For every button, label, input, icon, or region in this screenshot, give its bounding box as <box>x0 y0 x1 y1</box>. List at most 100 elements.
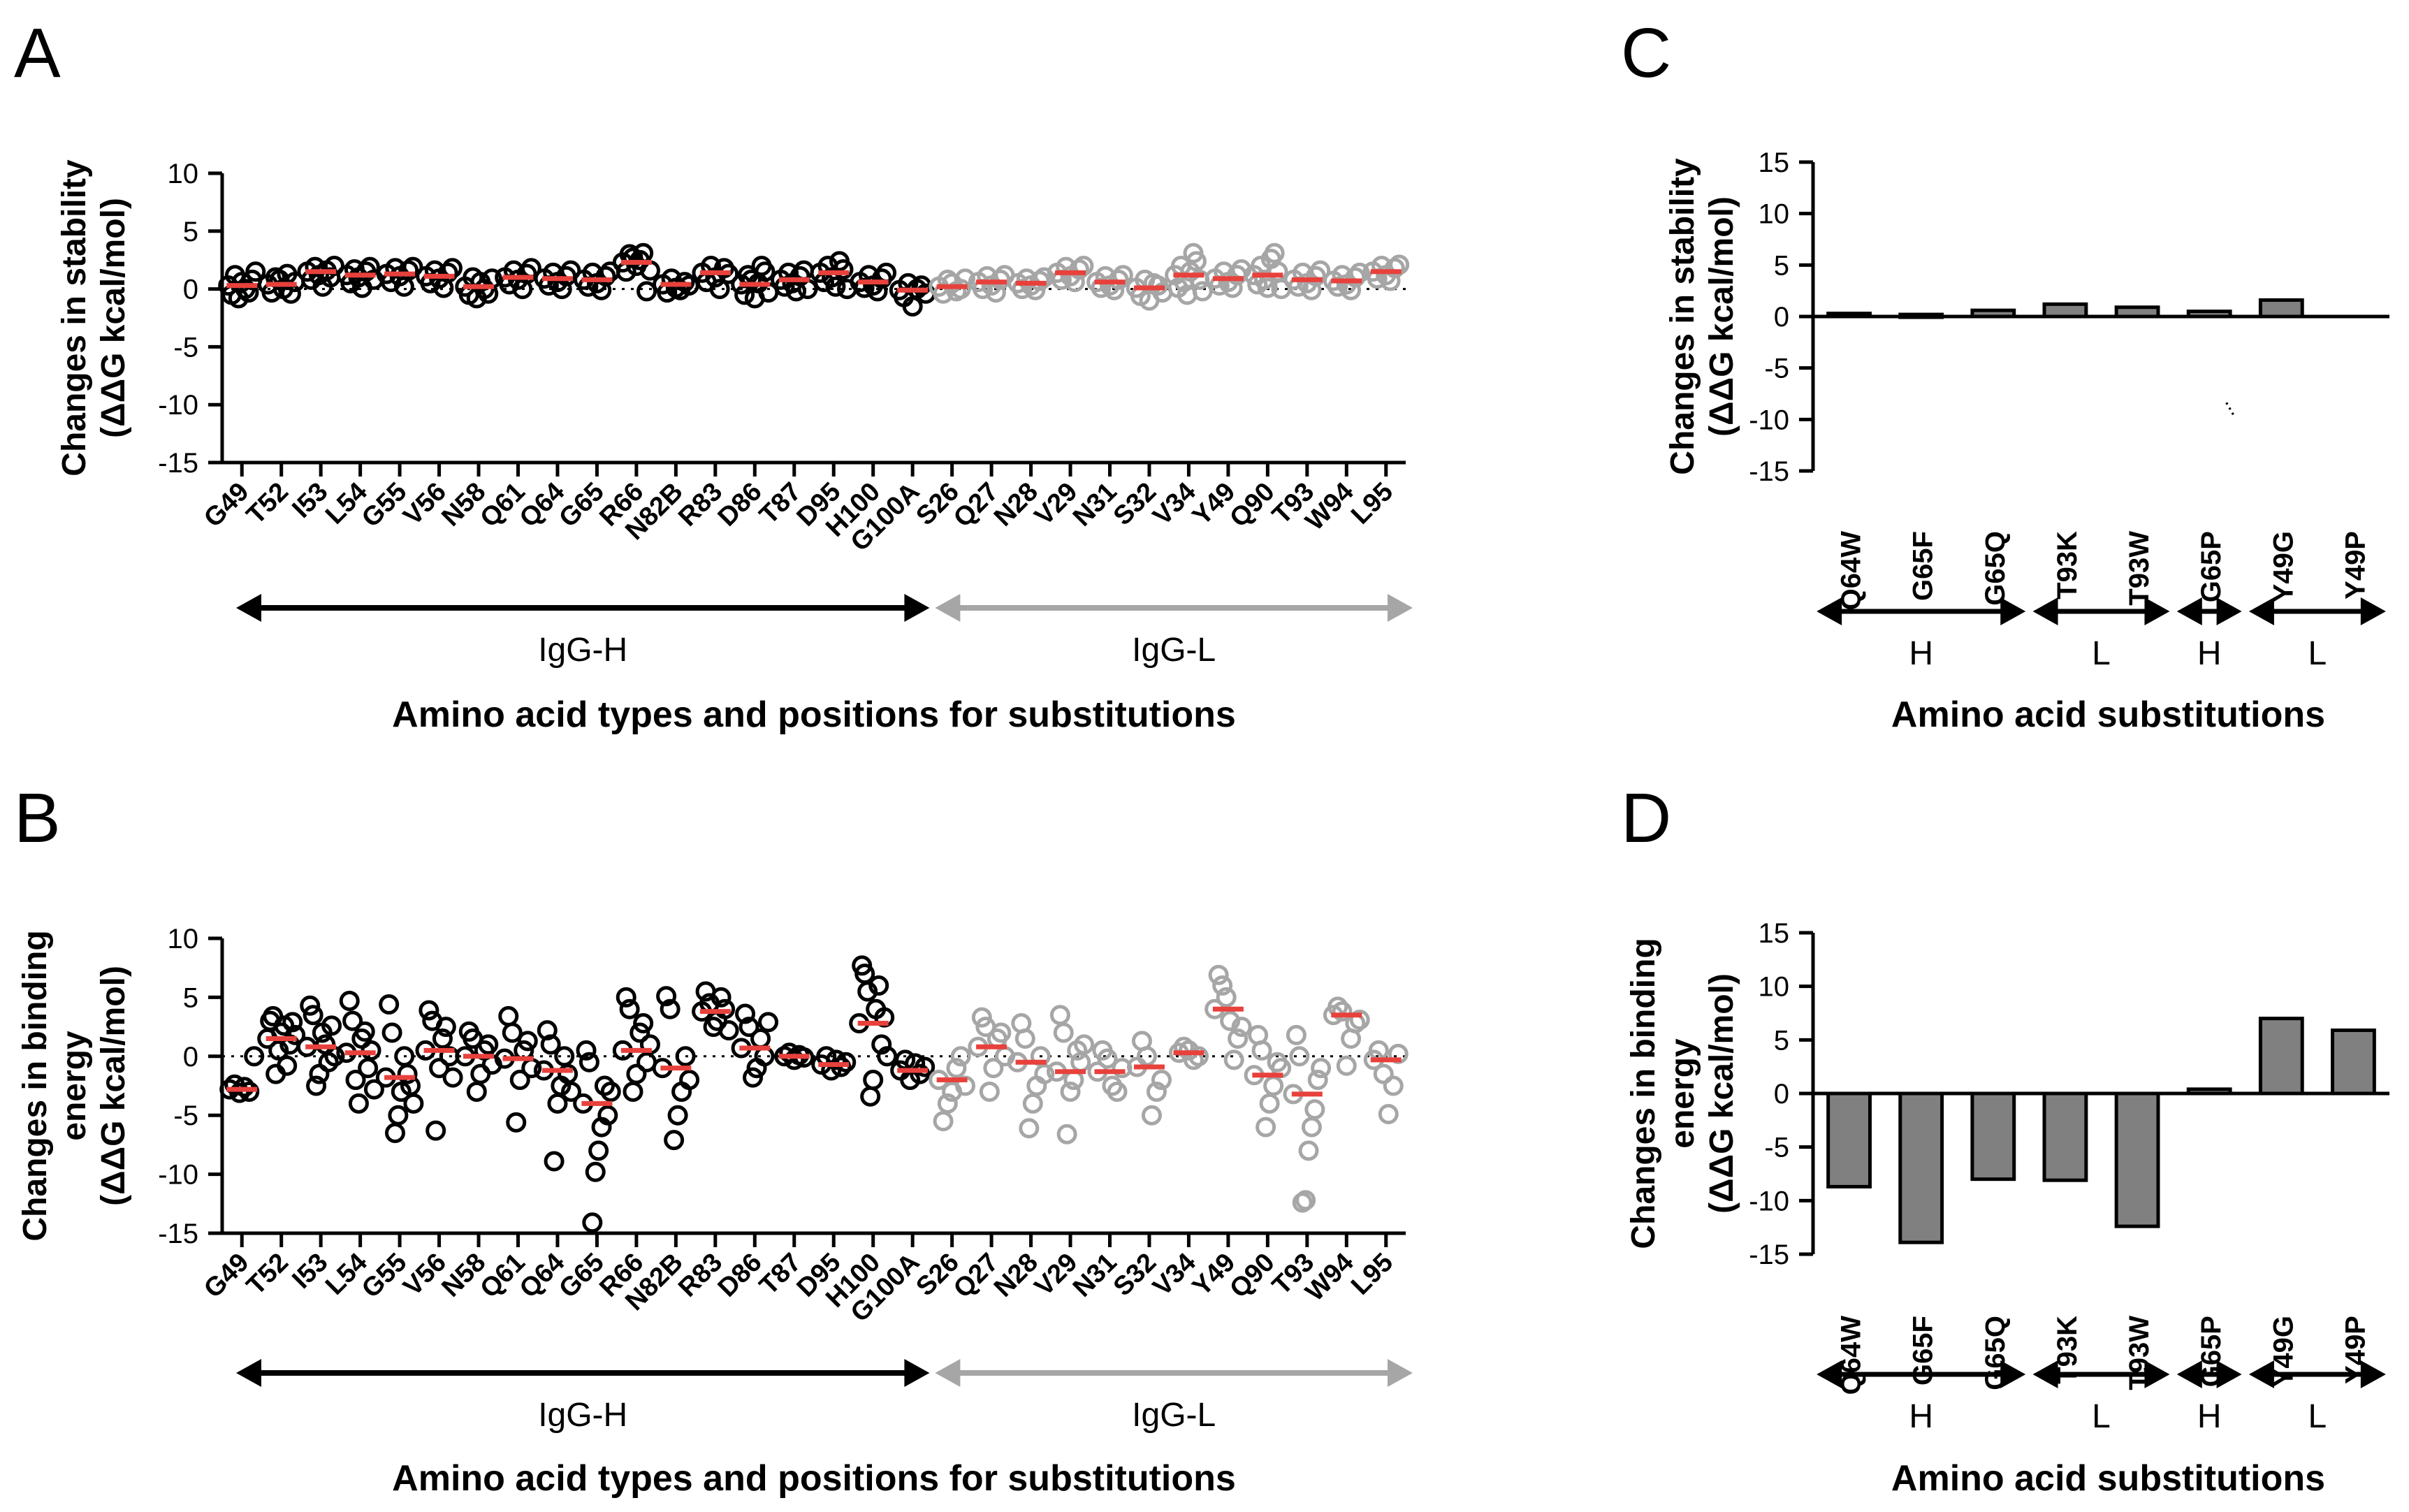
panel-b-data-point <box>633 1013 654 1034</box>
panel-d-y-axis-label: Changes in binding <box>1625 938 1662 1249</box>
panel-b-data-point <box>381 1022 402 1043</box>
panel-b-data-point <box>735 1003 756 1024</box>
chart-panel-b: 10 5 0 -5 -10 -15 Changes in binding energy (ΔΔG… <box>17 924 1413 1499</box>
panel-b-data-point <box>1216 987 1237 1008</box>
panel-b-data-point <box>1263 1075 1284 1096</box>
panel-b-data-point <box>600 1081 621 1102</box>
panel-b-data-point <box>711 987 732 1008</box>
panel-b-data-point <box>517 1031 538 1052</box>
panel-a-x-axis-label: Amino acid types and positions for subst… <box>392 695 1236 735</box>
panel-b-data-point <box>345 1070 366 1091</box>
panel-c-group-arrow-l-head-left <box>2032 597 2058 625</box>
panel-a-data-point <box>1345 267 1366 288</box>
panel-b-data-point <box>339 990 360 1011</box>
panel-b-data-point <box>1332 1001 1353 1022</box>
panel-d-y-tick-label: 5 <box>1774 1025 1789 1056</box>
panel-d-group-arrow-h-head-right <box>2000 1360 2026 1388</box>
panel-b-data-point <box>616 987 636 1008</box>
panel-b-data-point <box>784 1049 805 1070</box>
panel-c-group-arrow-h-head-right <box>2216 597 2242 625</box>
panel-c-group-label: L <box>2308 635 2327 672</box>
panel-d-group-label: L <box>2308 1398 2327 1435</box>
panel-b-data-point <box>303 1005 323 1026</box>
panel-b-data-point <box>1298 1140 1319 1161</box>
panel-b-data-point <box>1056 1124 1077 1144</box>
panel-d-group-arrow-h-head-left <box>1817 1360 1842 1388</box>
panel-a-y-tick-label: -15 <box>158 448 198 479</box>
panel-b-data-point <box>379 994 400 1015</box>
panel-a-data-point <box>1264 242 1285 263</box>
panel-c-group-arrow-h-head-left <box>2176 597 2202 625</box>
panel-b-data-point <box>863 1070 884 1091</box>
panel-c-y-tick-label: 5 <box>1774 250 1789 281</box>
panel-a-y-axis-label: Changes in stability <box>56 159 93 477</box>
panel-c-x-tick-label: G65P <box>2196 531 2227 602</box>
panel-c-x-axis-label: Amino acid substitutions <box>1891 695 2325 735</box>
panel-a-y-tick-label: 10 <box>168 159 199 189</box>
panel-d-bar <box>2114 1091 2160 1228</box>
panel-c-x-tick-label: T93K <box>2052 531 2083 599</box>
panel-b-data-point <box>750 1028 771 1049</box>
panel-d-y-axis-label: energy <box>1664 1038 1701 1149</box>
panel-a-x-tick-label: T52 <box>241 477 294 530</box>
panel-c-group-arrow-l-head-right <box>2144 597 2170 625</box>
panel-b-data-point <box>354 1021 375 1042</box>
panel-b-x-axis-label: Amino acid types and positions for subst… <box>392 1458 1236 1499</box>
panel-b-y-axis-label: (ΔΔG kcal/mol) <box>95 966 132 1206</box>
panel-b-data-point <box>660 998 681 1019</box>
panel-b-data-point <box>425 1120 446 1141</box>
panel-b-data-point <box>509 1070 530 1091</box>
panel-b-data-point <box>419 1000 439 1021</box>
panel-b-data-point <box>675 1046 696 1067</box>
panel-c-y-tick-label: -10 <box>1749 405 1789 435</box>
panel-d-bar <box>2258 1017 2304 1096</box>
panel-b-data-point <box>1060 1081 1081 1102</box>
panel-b-group-arrow-igg-h-head-left <box>236 1359 261 1387</box>
panel-a-group-arrow-igg-h-head-left <box>236 594 261 622</box>
panel-b-x-tick-label: T52 <box>241 1248 294 1301</box>
panel-b-data-point <box>506 1112 527 1133</box>
panel-d-x-axis-label: Amino acid substitutions <box>1891 1458 2325 1499</box>
panel-b-group-arrow-igg-l-head-left <box>935 1359 961 1387</box>
panel-d-bar <box>2331 1028 2376 1096</box>
panel-d-group-arrow-h-head-right <box>2216 1360 2242 1388</box>
panel-d-group-arrow-l-head-right <box>2360 1360 2386 1388</box>
panel-a-data-point <box>245 261 266 282</box>
panel-b-data-point <box>1349 1009 1370 1030</box>
panel-b-data-point <box>478 1034 499 1055</box>
panel-b-data-point <box>860 1086 881 1107</box>
panel-b-data-point <box>718 1020 739 1041</box>
panel-c-x-tick-label: G65Q <box>1980 531 2011 606</box>
panel-b-data-point <box>933 1111 954 1132</box>
panel-c-x-tick-label: T93W <box>2124 531 2155 606</box>
panel-b-data-point <box>1251 1040 1272 1061</box>
panel-b-data-point <box>1301 1117 1322 1137</box>
panel-a-data-point <box>1192 281 1213 302</box>
panel-b-data-point <box>667 1105 688 1126</box>
panel-a-y-tick-label: 5 <box>183 217 198 247</box>
panel-c-bar <box>2258 298 2304 319</box>
panel-b-data-point <box>358 1058 379 1079</box>
panel-c-x-tick-label: G65F <box>1908 531 1939 601</box>
panel-a-data-point <box>398 260 419 281</box>
panel-b-data-point <box>594 1075 615 1096</box>
chart-panel-c: 15 10 5 0 -5 -10 -15 Changes in stability (ΔΔG k… <box>1664 147 2389 735</box>
panel-b-data-point <box>1151 1070 1172 1091</box>
panel-a-data-point <box>755 261 776 282</box>
panel-b-data-point <box>979 1081 1000 1102</box>
panel-b-data-point <box>679 1070 700 1091</box>
panel-c-group-label: L <box>2092 635 2111 672</box>
panel-b-x-tick-label: L95 <box>1346 1248 1399 1301</box>
panel-d-y-tick-label: -10 <box>1749 1186 1789 1216</box>
panel-b-data-point <box>1383 1075 1404 1096</box>
panel-b-data-point <box>946 1058 967 1079</box>
panel-b-data-point <box>388 1105 409 1126</box>
panel-a-data-point <box>323 255 344 276</box>
panel-b-y-tick-label: 0 <box>183 1042 198 1073</box>
panel-b-y-tick-label: -10 <box>158 1160 198 1191</box>
panel-b-data-point <box>561 1081 582 1102</box>
panel-b-data-point <box>868 975 889 996</box>
panel-b-data-point <box>1019 1118 1040 1139</box>
panel-b-data-point <box>664 1130 685 1151</box>
panel-d-y-tick-label: 10 <box>1759 972 1790 1003</box>
